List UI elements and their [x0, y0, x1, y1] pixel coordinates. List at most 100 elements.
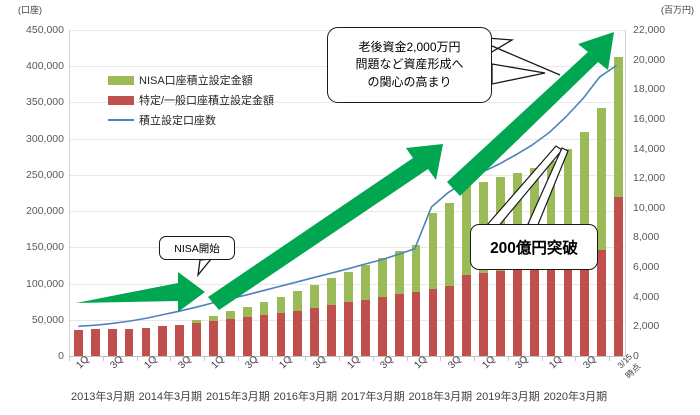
right-axis-tick-label: 10,000 [633, 201, 666, 214]
callout-nisa-start-text: NISA開始 [174, 242, 220, 255]
gridline [70, 138, 625, 140]
right-axis-tick-label: 20,000 [633, 53, 666, 66]
bar-segment-tokutei-ippan [74, 329, 83, 356]
bar-column [158, 326, 168, 356]
x-tick-mark [575, 356, 577, 361]
legend-label: 積立設定口座数 [139, 115, 216, 127]
right-axis-unit-label: (百万円) [661, 5, 694, 15]
bar-segment-nisa [512, 173, 522, 269]
x-tick-mark [592, 356, 594, 361]
bar-column [107, 329, 117, 356]
bar-segment-tokutei-ippan [158, 326, 168, 356]
callout-retirement-line1: 老後資金2,000万円 [358, 39, 461, 54]
bar-segment-tokutei-ippan [428, 289, 438, 356]
x-tick-mark [204, 356, 206, 361]
bar-segment-nisa [192, 320, 201, 324]
x-tick-mark [558, 356, 560, 361]
bar-column [90, 329, 100, 356]
bar-segment-tokutei-ippan [496, 270, 505, 356]
right-axis-tick-label: 8,000 [633, 231, 660, 244]
x-tick-mark [119, 356, 121, 361]
fiscal-year-label: 2019年3月期 [476, 391, 540, 403]
bar-segment-tokutei-ippan [597, 249, 607, 356]
x-tick-mark [288, 356, 290, 361]
gridline [70, 356, 625, 357]
right-axis-tick-label: 22,000 [633, 24, 666, 36]
bar-segment-tokutei-ippan [293, 310, 303, 356]
bar-segment-tokutei-ippan [107, 329, 117, 356]
bar-segment-tokutei-ippan [546, 264, 556, 356]
bar-segment-tokutei-ippan [124, 328, 134, 356]
x-tick-mark [136, 356, 138, 361]
x-tick-mark [457, 356, 459, 361]
x-tick-mark [322, 356, 324, 361]
fiscal-year-label: 2015年3月期 [205, 391, 270, 403]
left-axis-unit-label: (口座) [18, 5, 42, 15]
legend-label: NISA口座積立設定金額 [139, 75, 253, 87]
fiscal-year-label: 2014年3月期 [138, 391, 203, 403]
x-tick-mark [170, 356, 172, 361]
bar-column [225, 311, 235, 356]
bar-segment-nisa [614, 57, 623, 198]
bar-segment-nisa [563, 148, 573, 263]
x-tick-mark [355, 356, 357, 361]
x-tick-mark [423, 356, 425, 361]
bar-segment-tokutei-ippan [614, 197, 623, 356]
left-axis-tick-label: 450,000 [26, 24, 64, 36]
left-axis-tick-label: 200,000 [26, 205, 64, 218]
bar-column [124, 328, 134, 356]
bar-column [563, 148, 573, 356]
legend-label: 特定/一般口座積立設定金額 [139, 95, 275, 107]
callout-nisa-start: NISA開始 [159, 236, 235, 260]
left-axis-tick-label: 250,000 [26, 168, 64, 181]
x-tick-mark [271, 356, 273, 361]
left-axis-tick-label: 150,000 [26, 241, 64, 254]
bar-segment-tokutei-ippan [411, 291, 421, 356]
legend-item: 特定/一般口座積立設定金額 [108, 90, 274, 110]
legend-item: NISA口座積立設定金額 [108, 70, 274, 90]
x-tick-mark [524, 356, 526, 361]
x-tick-mark [254, 356, 256, 361]
x-tick-mark [541, 356, 543, 361]
x-tick-mark [389, 356, 391, 361]
bar-column [175, 324, 185, 356]
bar-segment-tokutei-ippan [479, 272, 488, 356]
legend-color-swatch [108, 95, 134, 105]
legend-color-swatch [108, 75, 134, 85]
callout-retirement-funds: 老後資金2,000万円 問題など資産形成へ の関心の高まり [327, 27, 492, 103]
bar-column [614, 57, 623, 356]
bar-segment-nisa [242, 307, 252, 318]
bar-segment-tokutei-ippan [580, 259, 590, 356]
right-axis-tick-label: 12,000 [633, 172, 666, 185]
bar-segment-tokutei-ippan [175, 324, 185, 356]
x-tick-mark [339, 356, 341, 361]
right-axis-tick-label: 2,000 [633, 320, 660, 333]
bar-segment-nisa [580, 132, 590, 260]
x-tick-mark [626, 356, 627, 361]
bar-segment-tokutei-ippan [377, 296, 387, 356]
bar-column [580, 132, 590, 356]
bar-segment-tokutei-ippan [192, 323, 201, 356]
bar-segment-tokutei-ippan [141, 327, 151, 356]
x-tick-mark [507, 356, 509, 361]
bar-segment-tokutei-ippan [563, 262, 573, 356]
bar-segment-nisa [462, 186, 472, 275]
x-tick-mark [153, 356, 155, 361]
fiscal-year-label: 2016年3月期 [273, 391, 338, 403]
bar-segment-nisa [445, 203, 455, 287]
bar-segment-tokutei-ippan [225, 319, 235, 356]
left-axis-tick-label: 300,000 [26, 132, 64, 145]
callout-retirement-line3: の関心の高まり [367, 74, 452, 89]
right-axis-tick-label: 18,000 [633, 83, 666, 96]
bar-column [546, 160, 556, 356]
right-axis-tick-label: 0 [633, 350, 639, 362]
bar-segment-tokutei-ippan [259, 315, 269, 356]
right-axis-tick-label: 16,000 [633, 112, 666, 125]
bar-segment-tokutei-ippan [90, 329, 100, 356]
bar-segment-tokutei-ippan [276, 312, 286, 356]
bar-segment-tokutei-ippan [529, 266, 539, 356]
x-tick-mark [609, 356, 611, 361]
legend-item: 積立設定口座数 [108, 110, 274, 130]
bar-segment-tokutei-ippan [394, 293, 404, 356]
callout-200-oku: 200億円突破 [470, 224, 598, 270]
